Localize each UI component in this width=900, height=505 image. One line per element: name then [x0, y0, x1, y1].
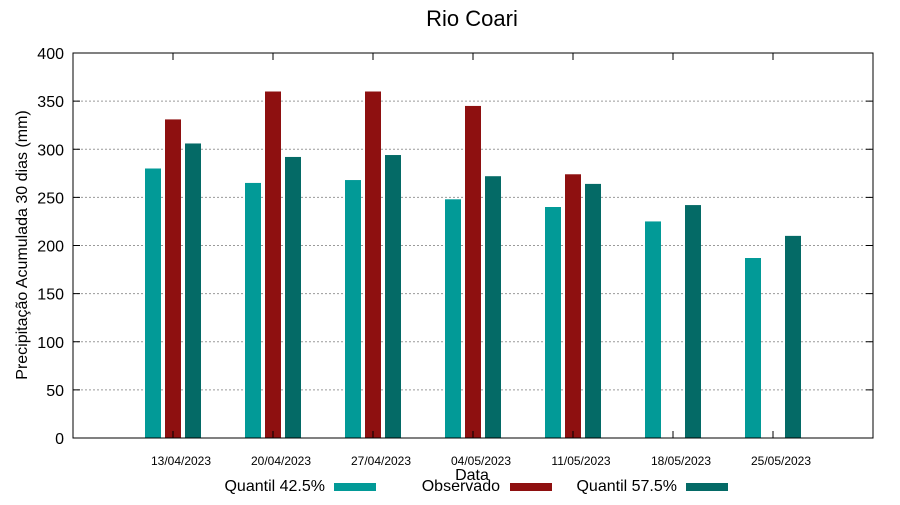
- x-axis-ticks: 13/04/2023 20/04/2023 27/04/2023 04/05/2023…: [151, 53, 811, 468]
- y-tick-label: 400: [37, 46, 64, 63]
- legend-swatch: [334, 483, 376, 491]
- bar-quantil-57-5--5: [685, 205, 701, 438]
- bar-quantil-42-5--1: [245, 182, 261, 438]
- y-axis-ticks: 0 50 100 150 200 250 300 350 400: [37, 46, 873, 448]
- bar-observado-2: [365, 91, 381, 438]
- bar-quantil-57-5--2: [385, 155, 401, 438]
- bar-observado-3: [465, 105, 481, 438]
- chart-title: Rio Coari: [426, 6, 518, 31]
- x-tick-label: 18/05/2023: [651, 454, 711, 468]
- x-tick-label: 04/05/2023: [451, 454, 511, 468]
- y-tick-label: 200: [37, 239, 64, 256]
- bar-quantil-42-5--5: [645, 221, 661, 438]
- y-tick-label: 0: [55, 431, 64, 448]
- bar-quantil-57-5--6: [785, 235, 801, 438]
- x-axis-title: Data: [455, 467, 489, 484]
- y-tick-label: 250: [37, 190, 64, 207]
- legend-item: Quantil 57.5%: [576, 478, 728, 495]
- bar-observado-1: [265, 91, 281, 438]
- legend-label: Quantil 42.5%: [224, 478, 325, 495]
- bar-quantil-42-5--4: [545, 207, 561, 438]
- bar-observado-4: [565, 174, 581, 438]
- legend-item: Observado: [422, 478, 552, 495]
- y-tick-label: 350: [37, 94, 64, 111]
- legend-item: Quantil 42.5%: [224, 478, 376, 495]
- legend: Quantil 42.5% Observado Quantil 57.5%: [224, 478, 728, 495]
- bar-quantil-57-5--0: [185, 143, 201, 438]
- y-tick-label: 100: [37, 335, 64, 352]
- bars: [145, 91, 801, 439]
- y-axis-title: Precipitação Acumulada 30 dias (mm): [14, 110, 31, 379]
- legend-label: Quantil 57.5%: [576, 478, 677, 495]
- bar-observado-0: [165, 119, 181, 438]
- x-tick-label: 11/05/2023: [551, 454, 610, 468]
- legend-label: Observado: [422, 478, 500, 495]
- x-tick-label: 20/04/2023: [251, 454, 311, 468]
- bar-quantil-57-5--4: [585, 183, 601, 438]
- bar-quantil-42-5--2: [345, 180, 361, 439]
- x-tick-label: 13/04/2023: [151, 454, 211, 468]
- legend-swatch: [510, 483, 552, 491]
- bar-quantil-57-5--3: [485, 176, 501, 438]
- bar-quantil-42-5--6: [745, 258, 761, 438]
- y-tick-label: 50: [46, 383, 64, 400]
- x-tick-label: 25/05/2023: [751, 454, 811, 468]
- bar-quantil-42-5--3: [445, 199, 461, 438]
- bar-quantil-42-5--0: [145, 168, 161, 438]
- y-tick-label: 300: [37, 142, 64, 159]
- bar-quantil-57-5--1: [285, 156, 301, 438]
- y-tick-label: 150: [37, 287, 64, 304]
- x-tick-label: 27/04/2023: [351, 454, 411, 468]
- legend-swatch: [686, 483, 728, 491]
